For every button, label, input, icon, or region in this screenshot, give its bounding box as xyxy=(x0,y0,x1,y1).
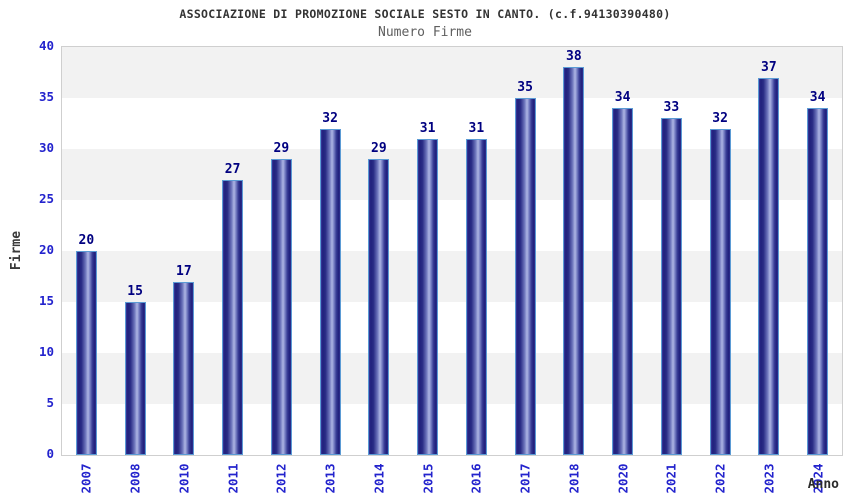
x-tick-label-text: 2011 xyxy=(225,462,241,494)
bar xyxy=(563,67,585,455)
x-tick-label: 2008 xyxy=(116,458,154,498)
x-tick-label: 2021 xyxy=(652,458,690,498)
y-tick-label: 5 xyxy=(46,395,54,410)
y-tick-label: 40 xyxy=(38,38,54,53)
x-tick-label-text: 2021 xyxy=(663,462,679,494)
bar xyxy=(319,128,341,455)
bar xyxy=(660,118,682,455)
bar xyxy=(758,77,780,455)
bar xyxy=(514,98,536,455)
bar xyxy=(368,159,390,455)
x-tick-label: 2022 xyxy=(701,458,739,498)
x-tick-label: 2014 xyxy=(360,458,398,498)
x-axis-title: Anno xyxy=(807,477,839,492)
bar-value-label: 31 xyxy=(468,120,485,136)
bar-value-label: 27 xyxy=(224,161,241,177)
chart-title: ASSOCIAZIONE DI PROMOZIONE SOCIALE SESTO… xyxy=(179,7,671,21)
bar xyxy=(75,251,97,455)
bar-value-label: 31 xyxy=(419,120,436,136)
y-tick-label: 15 xyxy=(38,293,54,308)
bar xyxy=(612,108,634,455)
x-tick-label-text: 2010 xyxy=(176,462,192,494)
x-tick-label-text: 2013 xyxy=(322,462,338,494)
x-tick-label: 2018 xyxy=(555,458,593,498)
bar-value-label: 34 xyxy=(614,90,631,106)
bar-value-label: 15 xyxy=(127,284,143,299)
x-tick-label: 2010 xyxy=(165,458,203,498)
bar-value-label: 34 xyxy=(809,90,826,106)
x-tick-label: 2016 xyxy=(457,458,495,498)
x-tick-label: 2020 xyxy=(604,458,642,498)
bar-value-label: 38 xyxy=(566,49,582,65)
bar xyxy=(124,302,146,455)
x-tick-label-text: 2023 xyxy=(761,462,777,494)
bar-value-label: 35 xyxy=(517,80,533,95)
plot-area xyxy=(61,46,843,456)
x-tick-label-text: 2012 xyxy=(273,462,289,494)
chart-subtitle: Numero Firme xyxy=(378,25,472,40)
y-tick-label: 10 xyxy=(38,344,54,359)
bar xyxy=(270,159,292,455)
x-tick-label: 2011 xyxy=(214,458,252,498)
x-tick-label: 2007 xyxy=(67,458,105,498)
x-tick-label-text: 2014 xyxy=(371,462,387,494)
bar-value-label: 37 xyxy=(761,59,777,75)
y-tick-label: 0 xyxy=(46,446,54,461)
bar xyxy=(465,138,487,455)
x-tick-label-text: 2015 xyxy=(420,462,436,494)
x-tick-label-text: 2007 xyxy=(78,462,94,494)
bar-value-label: 32 xyxy=(322,110,338,126)
x-tick-label-text: 2008 xyxy=(127,462,143,494)
y-tick-label: 20 xyxy=(38,242,54,257)
x-tick-label-text: 2018 xyxy=(566,462,582,494)
bar xyxy=(173,281,195,455)
bar-value-label: 32 xyxy=(712,110,728,126)
bar xyxy=(709,128,731,455)
bar-value-label: 29 xyxy=(273,141,290,157)
y-tick-label: 25 xyxy=(38,191,54,206)
x-tick-label: 2013 xyxy=(311,458,349,498)
x-tick-label-text: 2017 xyxy=(517,462,533,494)
bar xyxy=(222,179,244,455)
y-tick-label: 30 xyxy=(38,140,54,155)
bar xyxy=(417,138,439,455)
x-tick-label-text: 2022 xyxy=(712,462,728,494)
bar-value-label: 20 xyxy=(78,233,95,248)
bar-value-label: 17 xyxy=(176,263,192,279)
x-tick-label: 2012 xyxy=(262,458,300,498)
x-tick-label-text: 2016 xyxy=(468,462,484,494)
bar-value-label: 33 xyxy=(663,100,680,116)
bar-value-label: 29 xyxy=(371,141,387,157)
x-tick-label: 2015 xyxy=(409,458,447,498)
bar xyxy=(807,108,829,455)
x-tick-label: 2017 xyxy=(506,458,544,498)
x-tick-label-text: 2020 xyxy=(615,462,631,494)
y-tick-label: 35 xyxy=(38,89,54,104)
x-tick-label: 2023 xyxy=(750,458,788,498)
